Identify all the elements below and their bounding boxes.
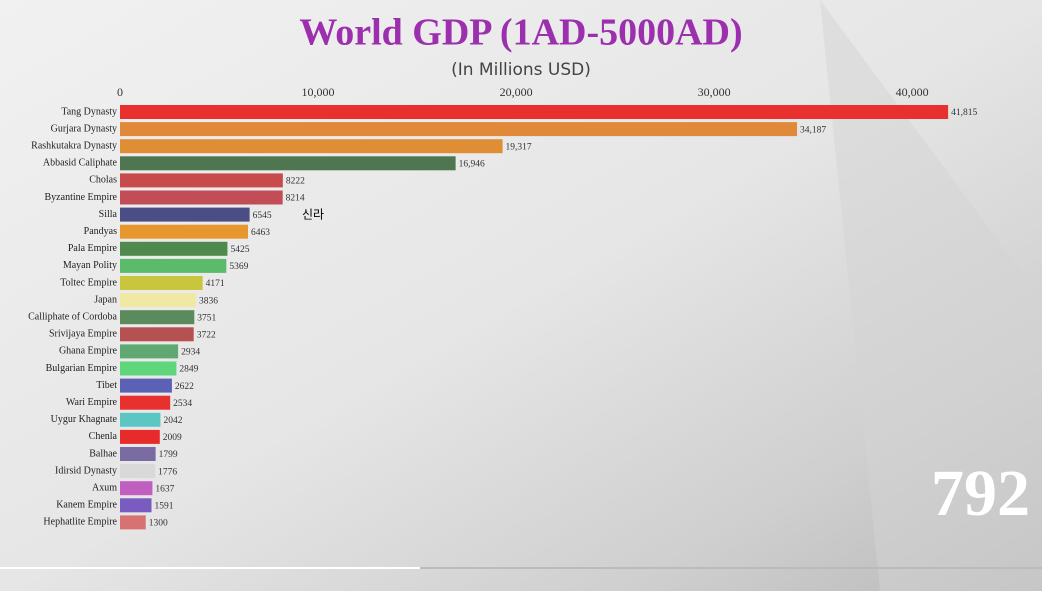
x-tick-label: 0 [117, 85, 123, 99]
x-tick-label: 10,000 [302, 85, 335, 99]
year-counter: 792 [931, 457, 1030, 530]
chart-subtitle: (In Millions USD) [451, 60, 591, 80]
value-label: 1591 [155, 501, 174, 511]
value-label: 1637 [155, 484, 174, 494]
y-tick-label: Japan [94, 294, 117, 305]
value-label: 6545 [253, 211, 272, 221]
bar [120, 429, 160, 444]
bar [120, 241, 228, 256]
y-tick-label: Ghana Empire [59, 346, 118, 357]
bar [120, 122, 798, 137]
bar [120, 139, 503, 154]
bar [120, 190, 283, 205]
value-label: 6463 [251, 228, 270, 238]
value-label: 2622 [175, 382, 194, 392]
progress-fill [0, 567, 420, 569]
x-tick-label: 30,000 [698, 85, 731, 99]
value-label: 2849 [179, 365, 198, 375]
value-label: 2934 [181, 348, 200, 358]
bar [120, 224, 248, 239]
chart-title: World GDP (1AD-5000AD) [299, 12, 742, 54]
value-label: 2009 [163, 433, 182, 443]
value-label: 1300 [149, 519, 168, 529]
y-tick-label: Balhae [89, 448, 117, 459]
y-tick-label: Kanem Empire [56, 500, 117, 511]
bar [120, 310, 195, 325]
bar [120, 207, 250, 222]
value-label: 8214 [286, 194, 305, 204]
value-label: 5369 [229, 262, 248, 272]
y-tick-label: Cholas [89, 175, 117, 186]
y-tick-label: Srivijaya Empire [49, 329, 118, 340]
value-label: 4171 [206, 279, 225, 289]
value-label: 8222 [286, 177, 305, 187]
bar [120, 481, 153, 496]
annotation: 신라 [302, 208, 324, 222]
y-tick-label: Pandyas [84, 226, 117, 237]
bar [120, 258, 227, 273]
y-tick-label: Rashkutakra Dynasty [31, 140, 117, 151]
y-tick-label: Chenla [89, 431, 118, 442]
bar [120, 498, 152, 513]
y-tick-label: Tibet [96, 380, 117, 391]
value-label: 3751 [197, 313, 216, 323]
y-tick-label: Silla [99, 209, 118, 220]
bar [120, 361, 177, 376]
value-label: 2042 [163, 416, 182, 426]
bar [120, 447, 156, 461]
bar [120, 378, 172, 393]
y-tick-label: Gurjara Dynasty [51, 123, 117, 134]
bar [120, 327, 194, 342]
bar [120, 344, 179, 359]
marble-vein [820, 0, 1042, 591]
y-tick-label: Tang Dynasty [61, 106, 117, 117]
y-tick-label: Uygur Khagnate [51, 414, 118, 425]
x-tick-label: 40,000 [896, 85, 929, 99]
bar [120, 395, 171, 410]
x-tick-label: 20,000 [500, 85, 533, 99]
y-tick-label: Idirsid Dynasty [55, 465, 117, 476]
value-label: 41,815 [951, 108, 977, 118]
value-label: 19,317 [506, 142, 532, 152]
y-tick-label: Hephatlite Empire [43, 517, 117, 528]
bar [120, 105, 949, 119]
y-tick-label: Wari Empire [66, 397, 118, 408]
y-tick-label: Abbasid Caliphate [43, 158, 118, 169]
value-label: 3722 [197, 330, 216, 340]
progress-track [0, 567, 1042, 569]
bar [120, 515, 146, 530]
value-label: 1799 [159, 450, 178, 460]
y-tick-label: Byzantine Empire [45, 192, 118, 203]
y-tick-label: Mayan Polity [63, 260, 117, 271]
bar [120, 173, 283, 188]
bar [120, 293, 196, 308]
value-label: 3836 [199, 296, 218, 306]
bar [120, 464, 156, 479]
y-tick-label: Bulgarian Empire [46, 363, 118, 374]
y-tick-label: Toltec Empire [60, 277, 117, 288]
value-label: 2534 [173, 399, 192, 409]
bar [120, 276, 203, 290]
bar [120, 412, 161, 427]
value-label: 16,946 [459, 159, 485, 169]
y-tick-label: Calliphate of Cordoba [28, 311, 117, 322]
value-label: 5425 [230, 245, 249, 255]
value-label: 1776 [158, 467, 177, 477]
y-tick-label: Pala Empire [68, 243, 118, 254]
bar [120, 156, 456, 171]
value-label: 34,187 [800, 125, 826, 135]
y-tick-label: Axum [92, 482, 117, 493]
